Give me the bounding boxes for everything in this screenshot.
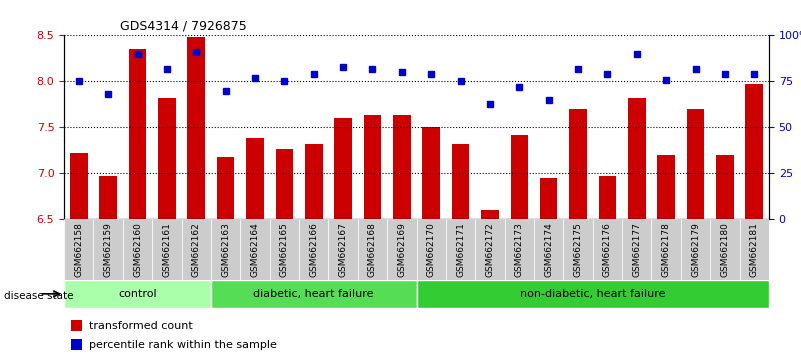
FancyBboxPatch shape (563, 219, 593, 280)
Text: GSM662170: GSM662170 (427, 222, 436, 278)
Bar (746, 84, 763, 354)
Text: control: control (119, 289, 157, 299)
Bar (246, 138, 264, 354)
Bar (305, 144, 323, 354)
FancyBboxPatch shape (417, 219, 446, 280)
FancyBboxPatch shape (64, 280, 211, 308)
FancyBboxPatch shape (387, 219, 417, 280)
FancyBboxPatch shape (299, 219, 328, 280)
Bar (598, 176, 616, 354)
Text: GSM662174: GSM662174 (544, 222, 553, 277)
Text: GSM662178: GSM662178 (662, 222, 670, 278)
FancyBboxPatch shape (651, 219, 681, 280)
Text: GSM662173: GSM662173 (515, 222, 524, 278)
FancyBboxPatch shape (681, 219, 710, 280)
FancyBboxPatch shape (152, 219, 182, 280)
FancyBboxPatch shape (358, 219, 387, 280)
Text: GSM662177: GSM662177 (632, 222, 642, 278)
Text: non-diabetic, heart failure: non-diabetic, heart failure (520, 289, 666, 299)
FancyBboxPatch shape (593, 219, 622, 280)
Text: GSM662181: GSM662181 (750, 222, 759, 278)
Bar (510, 135, 528, 354)
Bar (452, 144, 469, 354)
Text: GSM662176: GSM662176 (603, 222, 612, 278)
Bar (716, 155, 734, 354)
Bar (628, 98, 646, 354)
FancyBboxPatch shape (270, 219, 299, 280)
Bar (129, 49, 147, 354)
Bar (70, 153, 87, 354)
Bar (364, 115, 381, 354)
Text: GSM662160: GSM662160 (133, 222, 142, 278)
Text: percentile rank within the sample: percentile rank within the sample (89, 339, 276, 350)
Bar (71, 320, 82, 331)
Bar (422, 127, 440, 354)
FancyBboxPatch shape (534, 219, 563, 280)
Text: GSM662175: GSM662175 (574, 222, 582, 278)
Text: GSM662179: GSM662179 (691, 222, 700, 278)
Bar (276, 149, 293, 354)
Bar (481, 210, 499, 354)
Bar (334, 118, 352, 354)
Text: GSM662166: GSM662166 (309, 222, 318, 278)
FancyBboxPatch shape (710, 219, 739, 280)
Text: GSM662172: GSM662172 (485, 222, 494, 277)
Text: GSM662180: GSM662180 (720, 222, 730, 278)
Bar (686, 109, 704, 354)
Bar (158, 98, 175, 354)
FancyBboxPatch shape (475, 219, 505, 280)
Text: GDS4314 / 7926875: GDS4314 / 7926875 (120, 20, 248, 33)
Text: GSM662161: GSM662161 (163, 222, 171, 278)
Text: GSM662162: GSM662162 (191, 222, 201, 277)
Bar (570, 109, 587, 354)
Bar (187, 37, 205, 354)
FancyBboxPatch shape (64, 219, 94, 280)
Text: GSM662163: GSM662163 (221, 222, 230, 278)
Text: transformed count: transformed count (89, 320, 192, 331)
Text: GSM662165: GSM662165 (280, 222, 289, 278)
Bar (658, 155, 675, 354)
FancyBboxPatch shape (211, 219, 240, 280)
Bar (393, 115, 411, 354)
Text: GSM662158: GSM662158 (74, 222, 83, 278)
Text: GSM662164: GSM662164 (251, 222, 260, 277)
FancyBboxPatch shape (505, 219, 534, 280)
Text: GSM662159: GSM662159 (103, 222, 113, 278)
Bar (99, 176, 117, 354)
FancyBboxPatch shape (417, 280, 769, 308)
Bar (540, 178, 557, 354)
Text: disease state: disease state (4, 291, 74, 301)
FancyBboxPatch shape (622, 219, 651, 280)
FancyBboxPatch shape (328, 219, 358, 280)
Text: GSM662171: GSM662171 (456, 222, 465, 278)
FancyBboxPatch shape (739, 219, 769, 280)
Text: GSM662168: GSM662168 (368, 222, 377, 278)
Text: GSM662167: GSM662167 (339, 222, 348, 278)
Text: GSM662169: GSM662169 (397, 222, 406, 278)
FancyBboxPatch shape (123, 219, 152, 280)
FancyBboxPatch shape (211, 280, 417, 308)
FancyBboxPatch shape (94, 219, 123, 280)
Bar (71, 339, 82, 350)
Text: diabetic, heart failure: diabetic, heart failure (253, 289, 374, 299)
FancyBboxPatch shape (240, 219, 270, 280)
Bar (217, 157, 235, 354)
FancyBboxPatch shape (446, 219, 475, 280)
FancyBboxPatch shape (182, 219, 211, 280)
